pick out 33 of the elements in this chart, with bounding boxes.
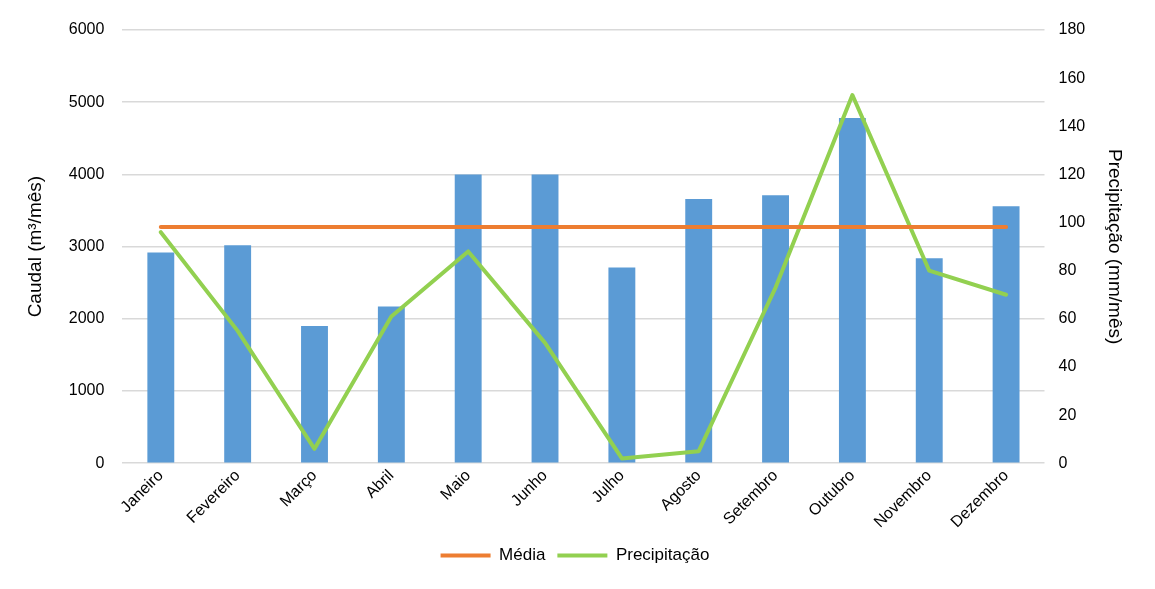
y2-tick-label: 40 — [1058, 357, 1077, 375]
bar — [992, 206, 1020, 463]
y2-tick-label: 0 — [1058, 453, 1068, 471]
bar — [531, 174, 559, 463]
bar — [454, 174, 482, 463]
bar — [224, 245, 252, 463]
legend-label: Precipitação — [615, 545, 710, 565]
y2-tick-label: 180 — [1058, 20, 1086, 38]
y-tick-label: 5000 — [68, 92, 105, 110]
y-tick-label: 6000 — [68, 20, 105, 38]
y2-axis-title: Precipitação (mm/mês) — [1105, 148, 1127, 345]
y-axis-title: Caudal (m³/mês) — [23, 175, 45, 318]
y2-tick-label: 80 — [1058, 261, 1077, 279]
y-tick-label: 3000 — [68, 237, 105, 255]
bar — [147, 252, 175, 463]
legend-label: Média — [499, 545, 546, 565]
y2-tick-label: 100 — [1058, 212, 1086, 230]
bar — [838, 118, 866, 463]
y-tick-label: 1000 — [68, 381, 105, 399]
y2-tick-label: 60 — [1058, 309, 1077, 327]
bar — [915, 258, 943, 463]
bar — [608, 267, 636, 463]
bar — [301, 326, 328, 463]
y-tick-label: 4000 — [68, 164, 105, 182]
y2-tick-label: 160 — [1058, 68, 1086, 86]
bar — [377, 306, 405, 463]
y2-tick-label: 20 — [1058, 405, 1077, 423]
y2-tick-label: 140 — [1058, 116, 1086, 134]
y-tick-label: 0 — [95, 453, 105, 471]
y2-tick-label: 120 — [1058, 164, 1086, 182]
bar — [685, 198, 713, 463]
bar — [762, 195, 789, 463]
y-tick-label: 2000 — [68, 309, 105, 327]
